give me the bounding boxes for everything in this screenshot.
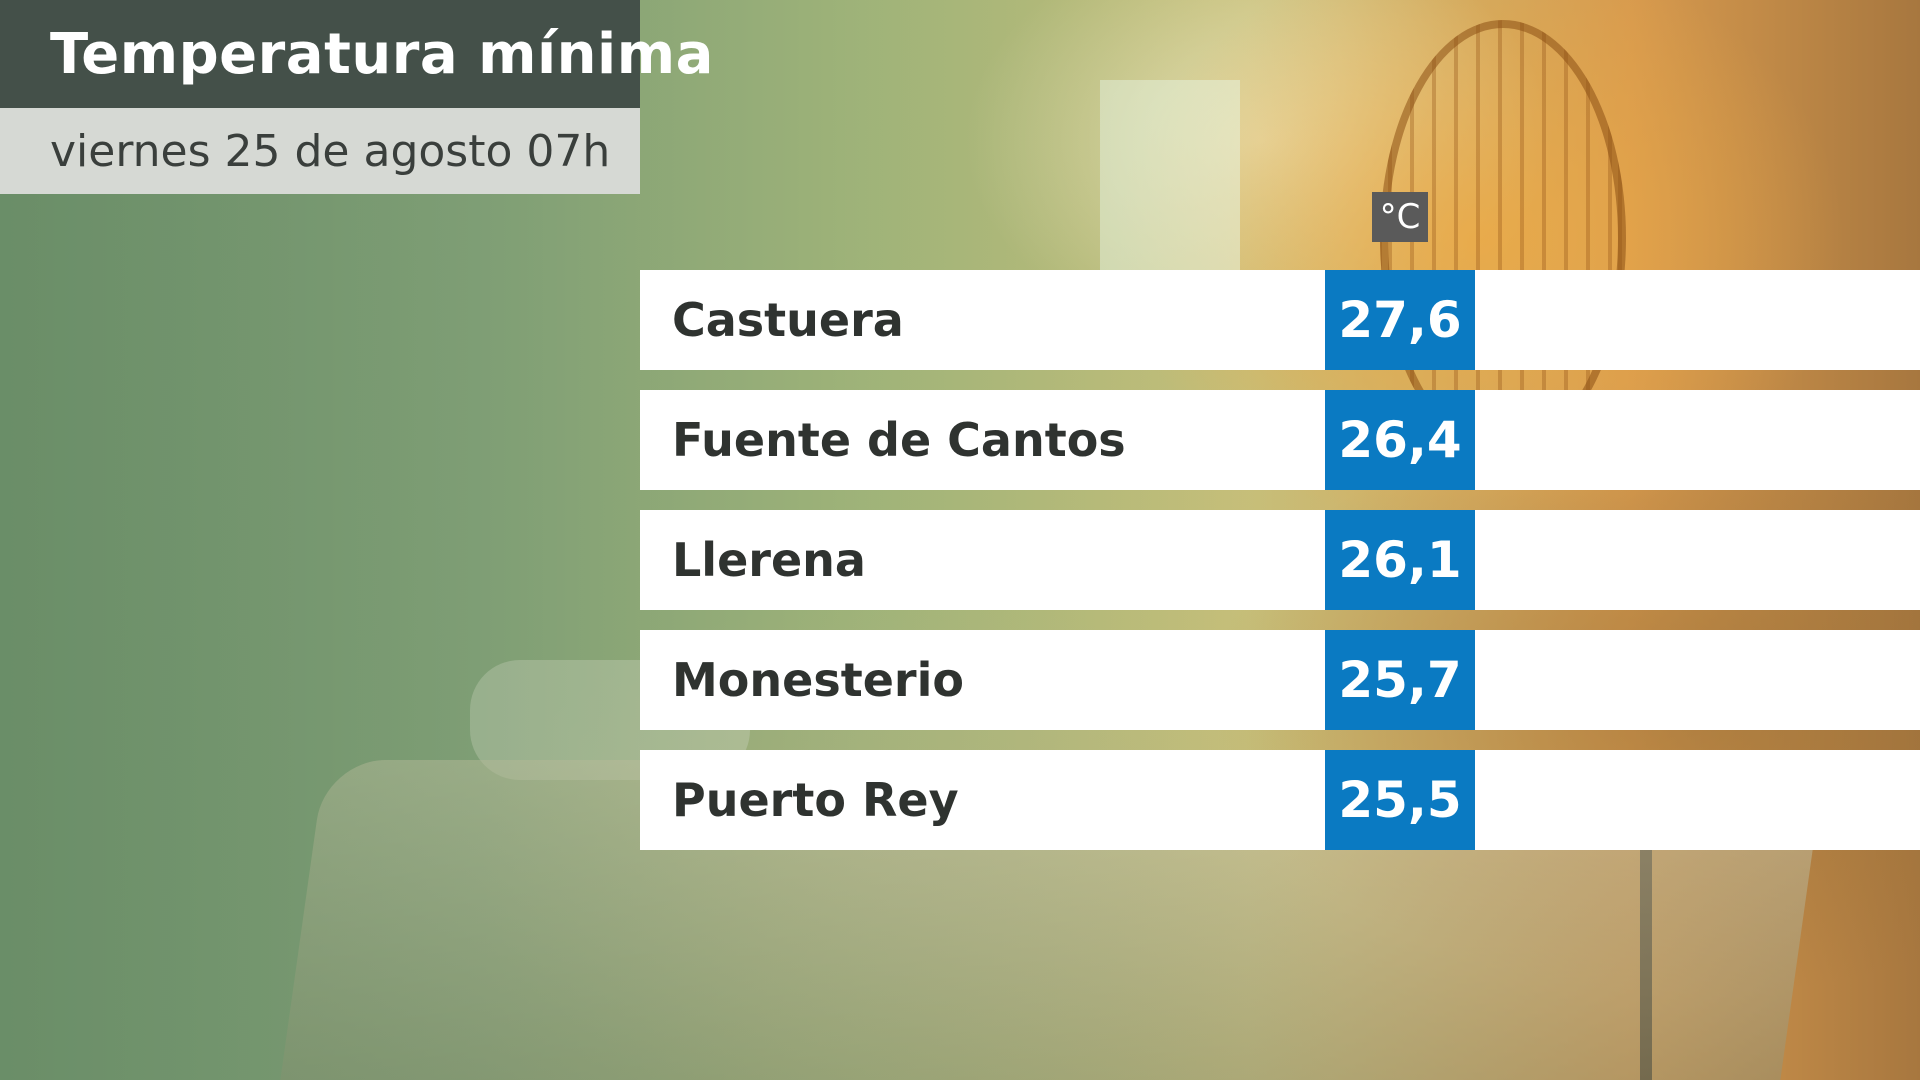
title-banner: Temperatura mínima — [0, 0, 713, 108]
temperature-value: 25,5 — [1325, 750, 1475, 850]
subtitle-banner: viernes 25 de agosto 07h — [0, 108, 640, 194]
table-row: Castuera 27,6 — [640, 270, 1920, 370]
station-name: Monesterio — [672, 653, 964, 707]
temperature-value: 27,6 — [1325, 270, 1475, 370]
temperature-value: 26,1 — [1325, 510, 1475, 610]
table-row: Monesterio 25,7 — [640, 630, 1920, 730]
table-row: Fuente de Cantos 26,4 — [640, 390, 1920, 490]
station-name: Fuente de Cantos — [672, 413, 1126, 467]
table-row: Llerena 26,1 — [640, 510, 1920, 610]
page-subtitle: viernes 25 de agosto 07h — [50, 125, 611, 177]
temperature-table: Castuera 27,6 Fuente de Cantos 26,4 Ller… — [640, 270, 1920, 870]
station-name: Puerto Rey — [672, 773, 959, 827]
station-name: Llerena — [672, 533, 866, 587]
unit-badge: °C — [1372, 192, 1428, 242]
table-row: Puerto Rey 25,5 — [640, 750, 1920, 850]
station-name: Castuera — [672, 293, 904, 347]
temperature-value: 26,4 — [1325, 390, 1475, 490]
temperature-value: 25,7 — [1325, 630, 1475, 730]
page-title: Temperatura mínima — [50, 21, 714, 87]
